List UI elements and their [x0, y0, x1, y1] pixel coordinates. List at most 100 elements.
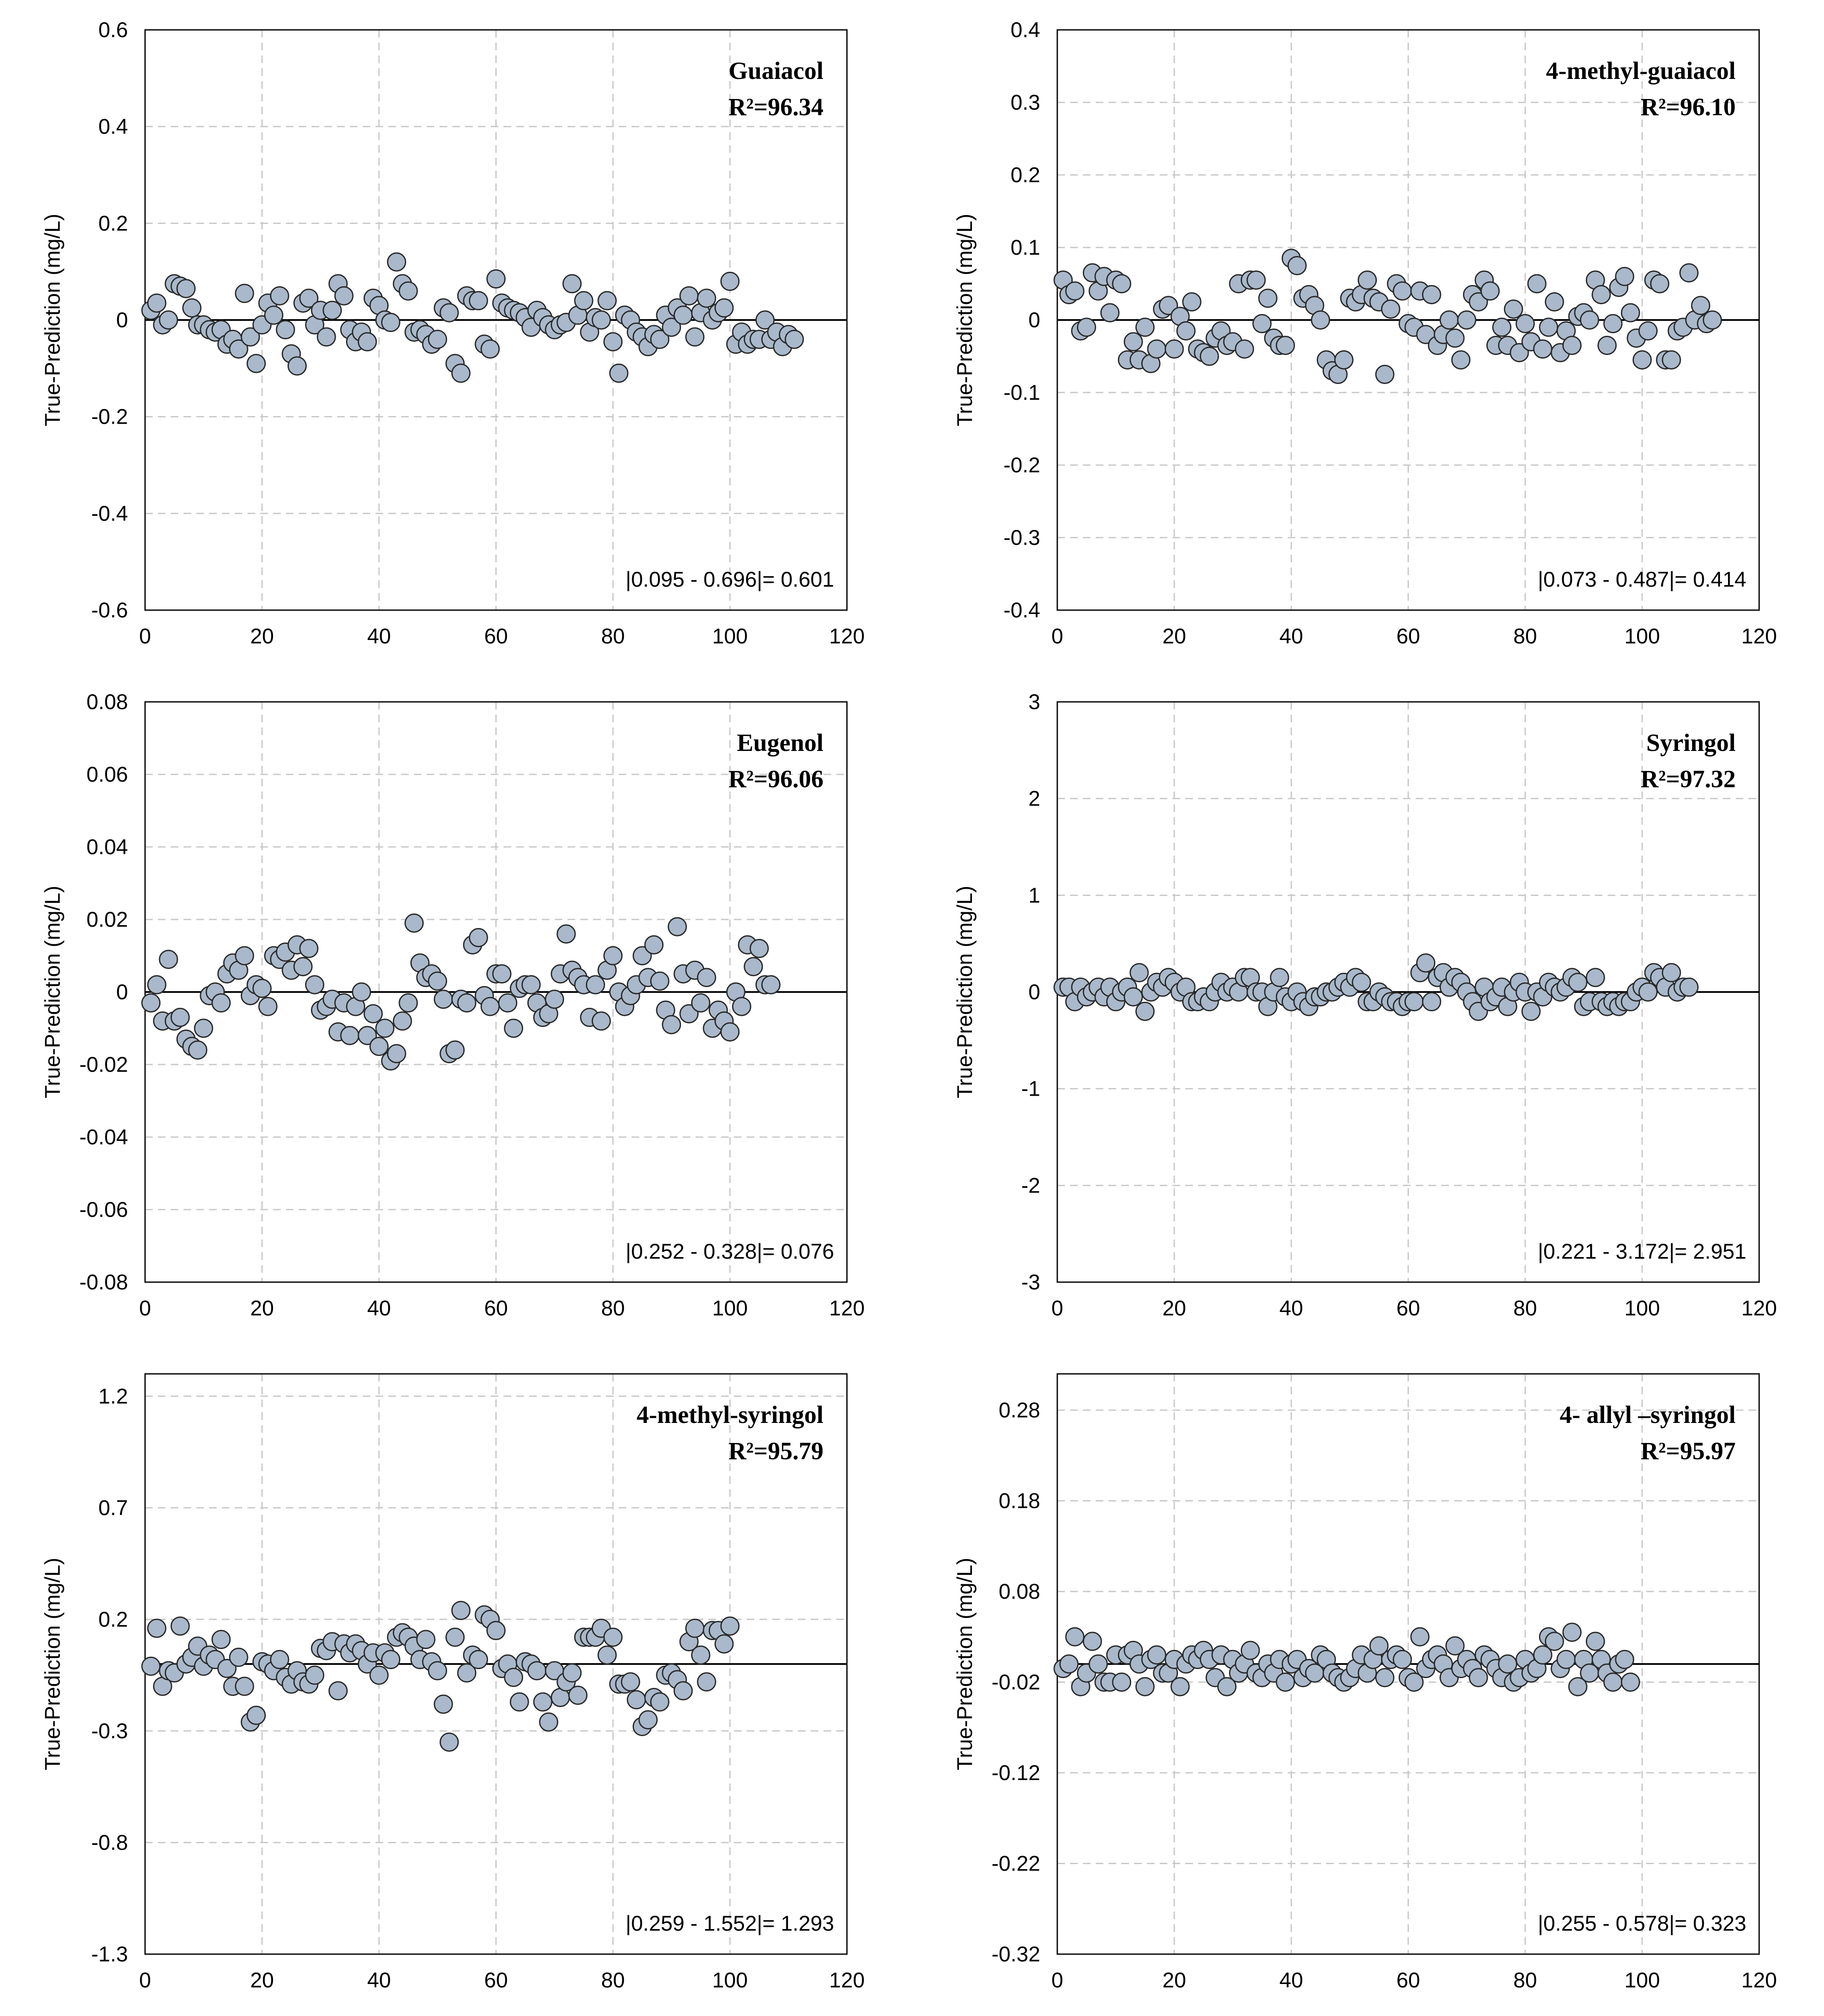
x-tick-label: 0	[1051, 1968, 1063, 1992]
data-point	[691, 993, 710, 1012]
data-point	[416, 1629, 436, 1649]
data-point	[229, 1647, 248, 1667]
data-point	[364, 1004, 383, 1024]
data-point	[358, 332, 377, 352]
data-point	[1504, 300, 1523, 319]
data-point	[305, 975, 325, 995]
data-point	[217, 1658, 237, 1678]
series-points	[1053, 953, 1699, 1021]
x-tick-label: 0	[139, 1968, 151, 1992]
y-tick-label: 0.4	[98, 115, 128, 139]
data-point	[1170, 1677, 1190, 1696]
y-tick-label: 0	[1028, 308, 1040, 332]
data-point	[1638, 321, 1658, 340]
y-tick-label: 0.2	[1010, 163, 1040, 187]
data-point	[445, 1627, 465, 1647]
data-point	[568, 1685, 588, 1705]
x-tick-label: 0	[1051, 1296, 1063, 1320]
data-point	[603, 1627, 623, 1647]
data-point	[603, 946, 623, 966]
data-point	[662, 1015, 681, 1034]
data-point	[1451, 350, 1471, 369]
data-point	[1492, 317, 1512, 337]
data-point	[1112, 274, 1132, 294]
data-point	[1100, 303, 1120, 323]
data-point	[603, 332, 623, 352]
x-tick-labels: 0 20 40 60 80 100 120	[139, 624, 865, 648]
data-point	[299, 939, 319, 958]
x-tick-labels: 0 20 40 60 80 100 120	[139, 1968, 865, 1992]
y-tick-label: 1.2	[98, 1384, 128, 1408]
data-point	[211, 1629, 231, 1649]
data-point	[451, 364, 471, 383]
data-point	[439, 303, 459, 323]
data-point	[428, 1661, 447, 1681]
gridlines	[1057, 30, 1759, 610]
data-point	[1562, 1623, 1582, 1642]
data-point	[404, 913, 424, 933]
x-tick-label: 60	[1396, 624, 1420, 648]
data-point	[679, 286, 699, 305]
data-point	[457, 993, 477, 1012]
x-tick-label: 120	[1741, 624, 1777, 648]
data-point	[562, 1663, 582, 1683]
y-tick-label: -2	[1021, 1173, 1040, 1197]
series-points	[141, 252, 804, 383]
data-point	[1334, 350, 1354, 369]
y-tick-label: -0.4	[1004, 598, 1040, 622]
data-point	[644, 935, 664, 954]
chart-svg: 0 20 40 60 80 100 120 -0.08 -0.06 -0.04 -0.02 0 0.02…	[41, 690, 865, 1320]
y-tick-label: -0.02	[992, 1670, 1040, 1694]
x-tick-label: 0	[1051, 624, 1063, 648]
data-point	[399, 993, 418, 1012]
y-tick-label: 0.02	[87, 908, 128, 931]
data-point	[1240, 1641, 1260, 1660]
x-tick-label: 120	[1741, 1296, 1777, 1320]
data-point	[1469, 292, 1488, 311]
data-point	[597, 291, 617, 311]
data-point	[685, 1618, 705, 1638]
plot-frame	[144, 701, 848, 1283]
y-tick-label: -0.2	[91, 405, 128, 429]
data-point	[545, 989, 564, 1009]
data-point	[1123, 987, 1143, 1007]
data-point	[1603, 314, 1623, 333]
data-point	[492, 964, 512, 983]
data-point	[1545, 1632, 1564, 1651]
data-point	[1358, 271, 1377, 290]
data-point	[235, 1676, 254, 1696]
x-tick-label: 120	[829, 1968, 864, 1992]
data-point	[1638, 982, 1658, 1002]
data-point	[1416, 953, 1436, 973]
data-point	[1410, 1627, 1430, 1647]
data-point	[697, 288, 716, 308]
data-point	[714, 298, 734, 318]
data-point	[586, 975, 605, 995]
data-point	[1147, 339, 1167, 359]
data-point	[1445, 1636, 1465, 1655]
data-point	[1615, 267, 1635, 286]
x-tick-label: 120	[829, 1296, 864, 1320]
range-annotation: |0.095 - 0.696|= 0.601	[625, 567, 834, 591]
data-point	[1375, 1668, 1395, 1687]
data-point	[1199, 346, 1219, 366]
data-point	[486, 269, 506, 289]
y-tick-label: 0.08	[999, 1580, 1040, 1603]
x-tick-label: 20	[1162, 1968, 1186, 1992]
data-point	[1620, 303, 1640, 323]
data-point	[509, 1692, 529, 1712]
data-point	[334, 286, 354, 305]
y-tick-label: 0.4	[1010, 18, 1040, 42]
data-point	[352, 982, 371, 1002]
series-points	[141, 1600, 740, 1752]
data-point	[749, 939, 769, 958]
data-point	[650, 329, 669, 349]
data-point	[1661, 963, 1681, 983]
data-point	[1065, 1627, 1085, 1647]
y-axis-label: True-Prediction (mg/L)	[41, 1558, 64, 1770]
y-tick-label: -1.3	[91, 1942, 128, 1966]
data-point	[1585, 1632, 1605, 1651]
data-point	[176, 279, 196, 298]
y-tick-label: 0.1	[1010, 236, 1040, 259]
